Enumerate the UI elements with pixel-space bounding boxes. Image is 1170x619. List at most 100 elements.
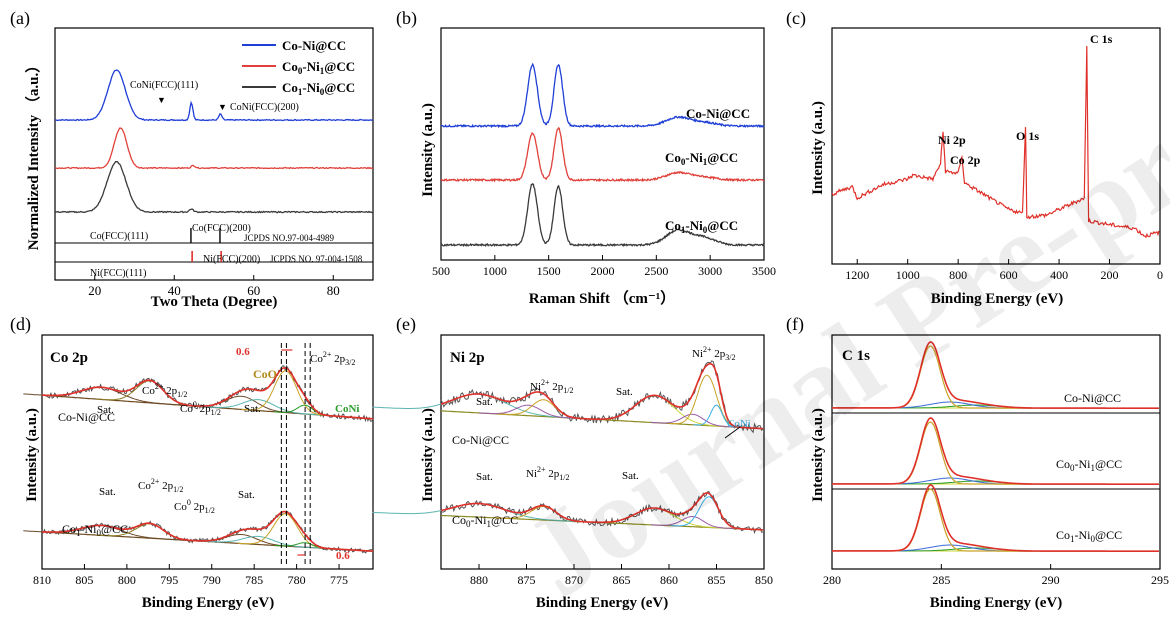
panel-a-frame — [54, 27, 374, 281]
x-tick-label: 3500 — [752, 264, 776, 278]
d-coo-label: CoO — [253, 367, 277, 381]
f-sample-co1-ni0: Co1-Ni0@CC — [1056, 528, 1122, 544]
d-sample-co-ni: Co-Ni@CC — [58, 410, 115, 424]
panel-label-e: (e) — [396, 314, 416, 335]
co2p-component-top-3 — [197, 399, 320, 416]
d-sat-2: Sat. — [244, 403, 261, 415]
co2p-envelope-top — [41, 367, 374, 420]
marker-coni-111: ▼ — [157, 95, 166, 105]
panel-f-xlabel: Binding Energy (eV) — [930, 595, 1063, 611]
ref-co-jcpds: JCPDS NO.97-004-4989 — [244, 233, 335, 243]
panel-a-curves — [54, 69, 374, 214]
ref-ni-jcpds: JCPDS NO. 97-004-1508 — [270, 254, 363, 264]
ni2p-component-top-6 — [693, 404, 740, 428]
panel-b-curves — [440, 62, 765, 248]
annotation-coni-200: CoNi(FCC)(200) — [230, 102, 299, 113]
ni2p-envelope-bottom — [440, 492, 764, 531]
raman-curve-0 — [440, 62, 765, 129]
c1s-envelope-2 — [832, 484, 1159, 552]
panel-label-f: (f) — [786, 314, 804, 335]
panel-d-ylabel: Intensity (a.u.) — [24, 408, 40, 502]
d-shift-bottom: 0.6 — [336, 550, 350, 562]
annotation-coni-111: CoNi(FCC)(111) — [130, 80, 198, 91]
x-tick-label: 40 — [168, 283, 181, 298]
d-sample-co1-ni0: Co1-Ni0@CC — [62, 522, 128, 538]
xrd-curve-0 — [54, 69, 374, 122]
panel-a-xlabel: Two Theta (Degree) — [151, 294, 278, 310]
x-tick-label: 800 — [118, 573, 136, 587]
x-tick-label: 20 — [88, 283, 101, 298]
annotation-o1s: O 1s — [1016, 129, 1039, 143]
annotation-c1s: C 1s — [1090, 32, 1113, 46]
panel-e-ylabel: Intensity (a.u.) — [420, 408, 436, 502]
e-sat-3: Sat. — [476, 471, 493, 483]
x-tick-label: 600 — [1000, 268, 1018, 282]
panel-d-frame — [41, 334, 374, 570]
coni-pointer — [724, 426, 741, 439]
x-tick-label: 1500 — [537, 264, 561, 278]
d-sat-4: Sat. — [238, 489, 255, 501]
panel-b-label-co1-ni0: Co1-Ni0@CC — [665, 218, 738, 235]
c1s-component-c1-1 — [832, 421, 1159, 485]
panel-c-survey: 1200 1000 800 600 400 200 0 C 1s Ni 2p Co 2p O… — [810, 27, 1163, 307]
panel-e-xlabel: Binding Energy (eV) — [536, 595, 669, 611]
d-sat-3: Sat. — [99, 486, 116, 498]
x-tick-label: 780 — [288, 573, 306, 587]
xrd-curve-1 — [54, 127, 374, 170]
co2p-component-bottom-3 — [197, 535, 320, 549]
x-tick-label: 80 — [327, 283, 340, 298]
panel-label-c: (c) — [786, 8, 806, 29]
panel-label-a: (a) — [10, 8, 30, 29]
xrd-curve-2 — [54, 161, 374, 214]
ref-co-200: Co(FCC)(200) — [192, 223, 251, 234]
legend-label-co-ni: Co-Ni@CC — [282, 38, 346, 53]
d-co2-2p12-1: Co2+ 2p1/2 — [142, 382, 187, 399]
e-coni-label: CoNi — [727, 418, 751, 430]
panel-e-curves — [372, 360, 764, 535]
e-sat-1: Sat. — [476, 396, 493, 408]
raman-curve-2 — [440, 183, 765, 248]
x-tick-label: 0 — [1157, 268, 1163, 282]
ref-ni-200: Ni(FCC)(200) — [203, 254, 260, 265]
panel-f-x-ticks: 280 285 290 295 — [823, 564, 1169, 587]
raman-curve-1 — [440, 126, 765, 183]
d-co2-2p12-2: Co2+ 2p1/2 — [138, 477, 183, 494]
panel-d-x-ticks: 810 805 800 795 790 785 780 775 — [33, 564, 348, 587]
annotation-co2p: Co 2p — [950, 153, 981, 167]
panel-a-legend: Co-Ni@CC Co0-Ni1@CC Co1-Ni0@CC — [242, 38, 355, 97]
x-tick-label: 795 — [160, 573, 178, 587]
ni2p-component-top-4 — [650, 413, 734, 428]
x-tick-label: 280 — [823, 573, 841, 587]
d-shift-top: 0.6 — [236, 346, 250, 358]
panel-d-title: Co 2p — [50, 350, 88, 366]
x-tick-label: 810 — [33, 573, 51, 587]
d-sat-1: Sat. — [97, 404, 114, 416]
x-tick-label: 290 — [1042, 573, 1060, 587]
panel-f-c1s: 280 285 290 295 C 1s Co-Ni@CC Co0-Ni1@CC Co… — [810, 334, 1169, 611]
x-tick-label: 3000 — [698, 264, 722, 278]
ni2p-component-bottom-3 — [650, 515, 734, 529]
d-coni-label: CoNi — [335, 403, 359, 415]
ni2p-raw-bottom — [440, 491, 764, 535]
d-co0-2p12-2: Co0 2p1/2 — [174, 498, 215, 515]
x-tick-label: 880 — [470, 573, 488, 587]
panel-c-curves — [831, 45, 1160, 239]
panel-f-curves — [832, 341, 1159, 552]
e-sat-4: Sat. — [622, 470, 639, 482]
e-ni2-2p12-2: Ni2+ 2p1/2 — [526, 465, 570, 482]
e-sample-co-ni: Co-Ni@CC — [452, 433, 509, 447]
marker-coni-200: ▼ — [218, 102, 227, 112]
x-tick-label: 870 — [565, 573, 583, 587]
d-co0-2p12-1: Co0 2p1/2 — [180, 400, 221, 417]
panel-f-frame — [831, 334, 1161, 570]
panel-e-frame — [440, 334, 765, 570]
x-tick-label: 800 — [949, 268, 967, 282]
panel-b-label-co-ni: Co-Ni@CC — [686, 106, 750, 121]
x-tick-label: 875 — [518, 573, 536, 587]
f-sample-co0-ni1: Co0-Ni1@CC — [1056, 457, 1122, 473]
panel-a-x-ticks: 20 40 60 80 — [88, 275, 340, 298]
x-tick-label: 1200 — [845, 268, 869, 282]
d-co2-2p32: Co2+ 2p3/2 — [310, 350, 355, 367]
ni2p-envelope-top — [440, 362, 763, 430]
